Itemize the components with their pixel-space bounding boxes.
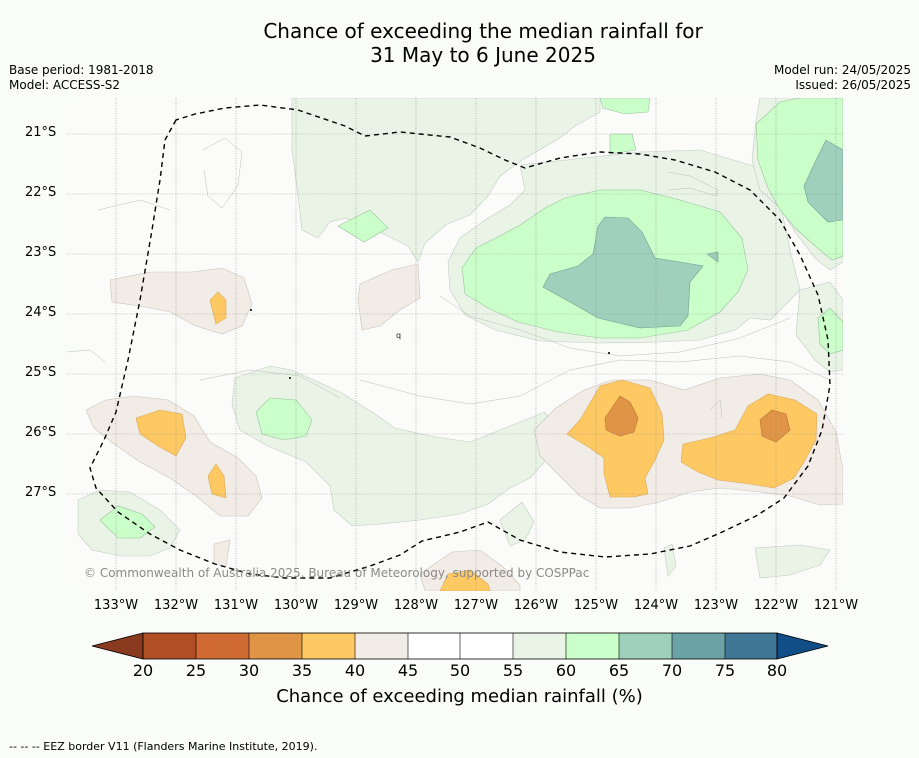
meta-right: Model run: 24/05/2025 Issued: 26/05/2025 [774, 63, 911, 93]
colorbar-tick: 20 [132, 661, 154, 680]
map-dot [289, 377, 291, 379]
lat-label-21s: 21°S [25, 125, 57, 140]
lon-label-124w: 124°W [633, 598, 679, 613]
base-period: Base period: 1981-2018 [9, 63, 154, 77]
colorbar-segment-20-25 [143, 633, 196, 659]
lon-label-130w: 130°W [273, 598, 319, 613]
colorbar-segment-35-40 [302, 633, 355, 659]
colorbar-dividers [195, 633, 726, 659]
map-marker: q [396, 331, 401, 340]
lon-label-126w: 126°W [513, 598, 559, 613]
colorbar-segment-65-70 [619, 633, 672, 659]
colorbar-tick: 35 [291, 661, 313, 680]
lon-label-127w: 127°W [453, 598, 499, 613]
title-line-1: Chance of exceeding the median rainfall … [263, 19, 703, 43]
lon-label-121w: 121°W [813, 598, 859, 613]
colorbar-tick: 25 [185, 661, 207, 680]
colorbar-segment-30-35 [249, 633, 302, 659]
lat-label-26s: 26°S [25, 425, 57, 440]
model-name: Model: ACCESS-S2 [9, 78, 121, 92]
colorbar-extend-high [776, 632, 829, 660]
map-dot [608, 352, 610, 354]
colorbar [91, 632, 829, 660]
probability-65-70-areas [542, 139, 843, 329]
colorbar-label: Chance of exceeding median rainfall (%) [276, 686, 643, 707]
meta-left: Base period: 1981-2018 Model: ACCESS-S2 [9, 63, 154, 93]
lat-label-24s: 24°S [25, 305, 57, 320]
lon-label-122w: 122°W [753, 598, 799, 613]
lat-label-27s: 27°S [25, 485, 57, 500]
colorbar-tick: 60 [555, 661, 577, 680]
colorbar-tick: 70 [661, 661, 683, 680]
lon-label-125w: 125°W [573, 598, 619, 613]
colorbar-segment-75-80 [725, 633, 777, 659]
rainfall-probability-map: q [67, 98, 843, 591]
colorbar-tick: 50 [449, 661, 471, 680]
colorbar-tick: 30 [238, 661, 260, 680]
lon-label-129w: 129°W [333, 598, 379, 613]
contour-lines [67, 137, 831, 419]
eez-border [89, 104, 831, 579]
colorbar-segment-25-30 [196, 633, 249, 659]
colorbar-extend-low [91, 632, 144, 660]
title-line-2: 31 May to 6 June 2025 [370, 43, 596, 67]
copyright-notice: © Commonwealth of Australia 2025, Bureau… [84, 566, 590, 580]
graticule [67, 98, 843, 591]
lon-label-128w: 128°W [393, 598, 439, 613]
map-dot [250, 309, 252, 311]
colorbar-segment-45-50 [408, 633, 460, 659]
lat-label-23s: 23°S [25, 245, 57, 260]
colorbar-tick: 80 [766, 661, 788, 680]
lon-label-123w: 123°W [693, 598, 739, 613]
lon-label-132w: 132°W [153, 598, 199, 613]
colorbar-segment-55-60 [513, 633, 566, 659]
lon-label-133w: 133°W [93, 598, 139, 613]
colorbar-segment-50-55 [460, 633, 513, 659]
chart-title: Chance of exceeding the median rainfall … [0, 19, 919, 67]
lon-label-131w: 131°W [213, 598, 259, 613]
colorbar-tick: 55 [502, 661, 524, 680]
lat-label-22s: 22°S [25, 185, 57, 200]
issued-date: Issued: 26/05/2025 [795, 78, 911, 92]
colorbar-segment-70-75 [672, 633, 725, 659]
colorbar-tick: 40 [344, 661, 366, 680]
colorbar-tick: 65 [608, 661, 630, 680]
lat-label-25s: 25°S [25, 365, 57, 380]
colorbar-segment-60-65 [566, 633, 619, 659]
colorbar-segment-40-45 [355, 633, 408, 659]
model-run: Model run: 24/05/2025 [773, 63, 911, 77]
colorbar-tick: 45 [397, 661, 419, 680]
eez-footnote: -- -- -- EEZ border V11 (Flanders Marine… [9, 740, 318, 753]
colorbar-tick: 75 [714, 661, 736, 680]
